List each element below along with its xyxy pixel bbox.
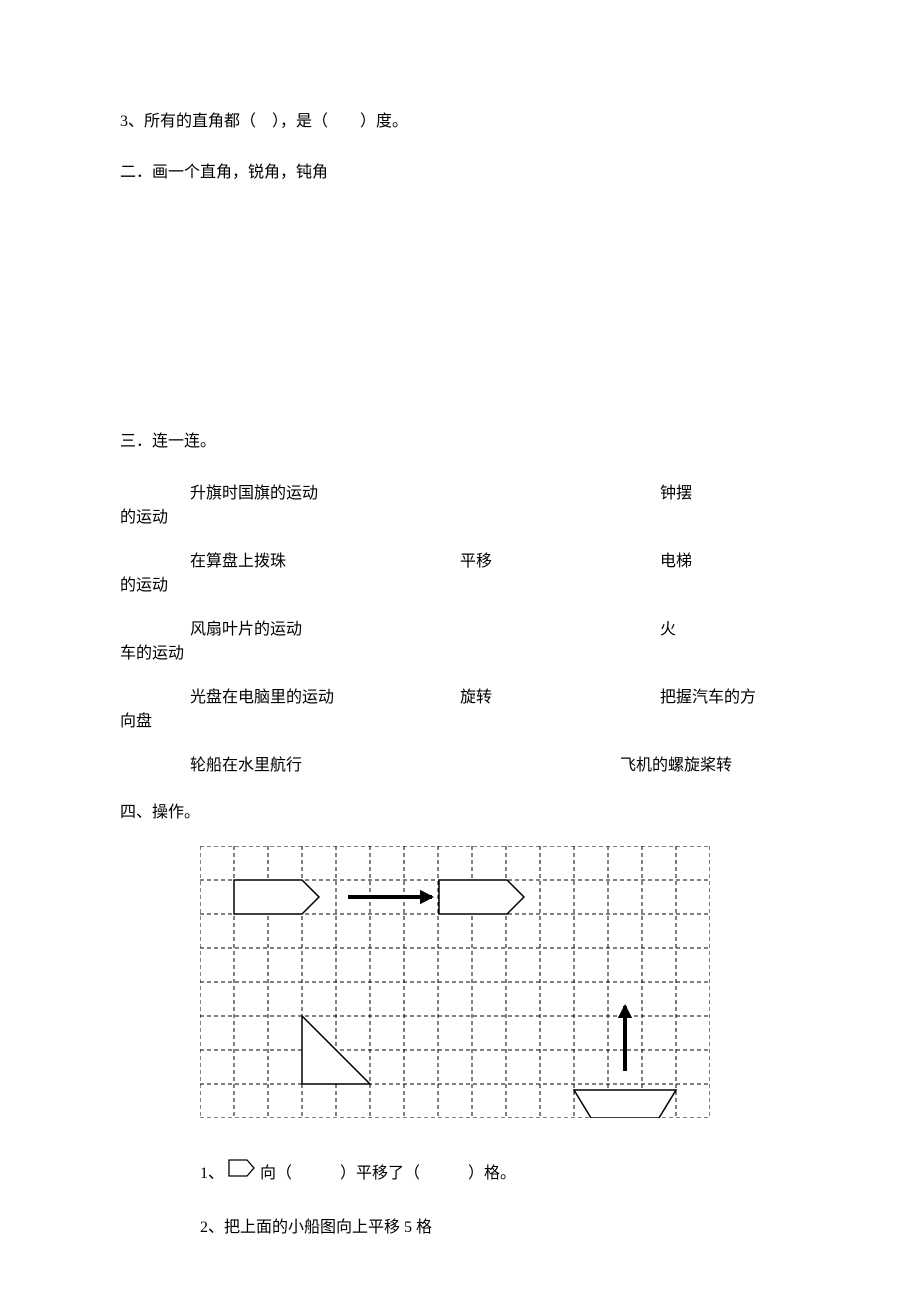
question-4-1: 1、 向（ ）平移了（ ）格。 (200, 1159, 800, 1183)
match-right-wrap: 的运动 (120, 574, 800, 598)
matching-row: 风扇叶片的运动 火车的运动 (120, 618, 800, 666)
match-left: 光盘在电脑里的运动 (190, 686, 460, 710)
pentagon-icon (228, 1159, 256, 1182)
section-2-title: 二．画一个直角，锐角，钝角 (120, 161, 800, 184)
worksheet-page: 3、所有的直角都（ ），是（ ）度。 二．画一个直角，锐角，钝角 三．连一连。 … (0, 0, 920, 1302)
question-3: 3、所有的直角都（ ），是（ ）度。 (120, 110, 800, 133)
grid-figure (200, 846, 720, 1123)
q4-1-text: 向（ ）平移了（ ）格。 (260, 1159, 516, 1183)
match-left: 风扇叶片的运动 (190, 618, 460, 642)
grid-svg (200, 846, 710, 1118)
q4-1-prefix: 1、 (200, 1159, 224, 1183)
match-right-wrap: 的运动 (120, 506, 800, 530)
match-category (460, 618, 660, 642)
match-right: 飞机的螺旋桨转 (620, 754, 800, 778)
match-right: 火 (660, 618, 800, 642)
question-4-2: 2、把上面的小船图向上平移 5 格 (200, 1213, 800, 1237)
match-category (530, 754, 620, 778)
matching-row: 光盘在电脑里的运动旋转把握汽车的方向盘 (120, 686, 800, 734)
match-category: 旋转 (460, 686, 660, 710)
match-right-wrap: 车的运动 (120, 642, 800, 666)
match-right: 把握汽车的方 (660, 686, 800, 710)
match-right: 钟摆 (660, 482, 800, 506)
match-right: 电梯 (660, 550, 800, 574)
matching-rows: 升旗时国旗的运动钟摆的运动在算盘上拨珠平移电梯的运动风扇叶片的运动火车的运动光盘… (120, 482, 800, 778)
match-category (460, 482, 660, 506)
match-category: 平移 (460, 550, 660, 574)
matching-row: 升旗时国旗的运动 钟摆的运动 (120, 482, 800, 530)
matching-row: 在算盘上拨珠平移电梯的运动 (120, 550, 800, 598)
section-4-title: 四、操作。 (120, 798, 800, 822)
match-right-wrap: 向盘 (120, 710, 800, 734)
drawing-space (120, 212, 800, 412)
match-left: 在算盘上拨珠 (190, 550, 460, 574)
match-left: 升旗时国旗的运动 (190, 482, 460, 506)
match-left: 轮船在水里航行 (190, 754, 530, 778)
matching-row: 轮船在水里航行 飞机的螺旋桨转 (120, 754, 800, 778)
section-3-title: 三．连一连。 (120, 430, 800, 453)
